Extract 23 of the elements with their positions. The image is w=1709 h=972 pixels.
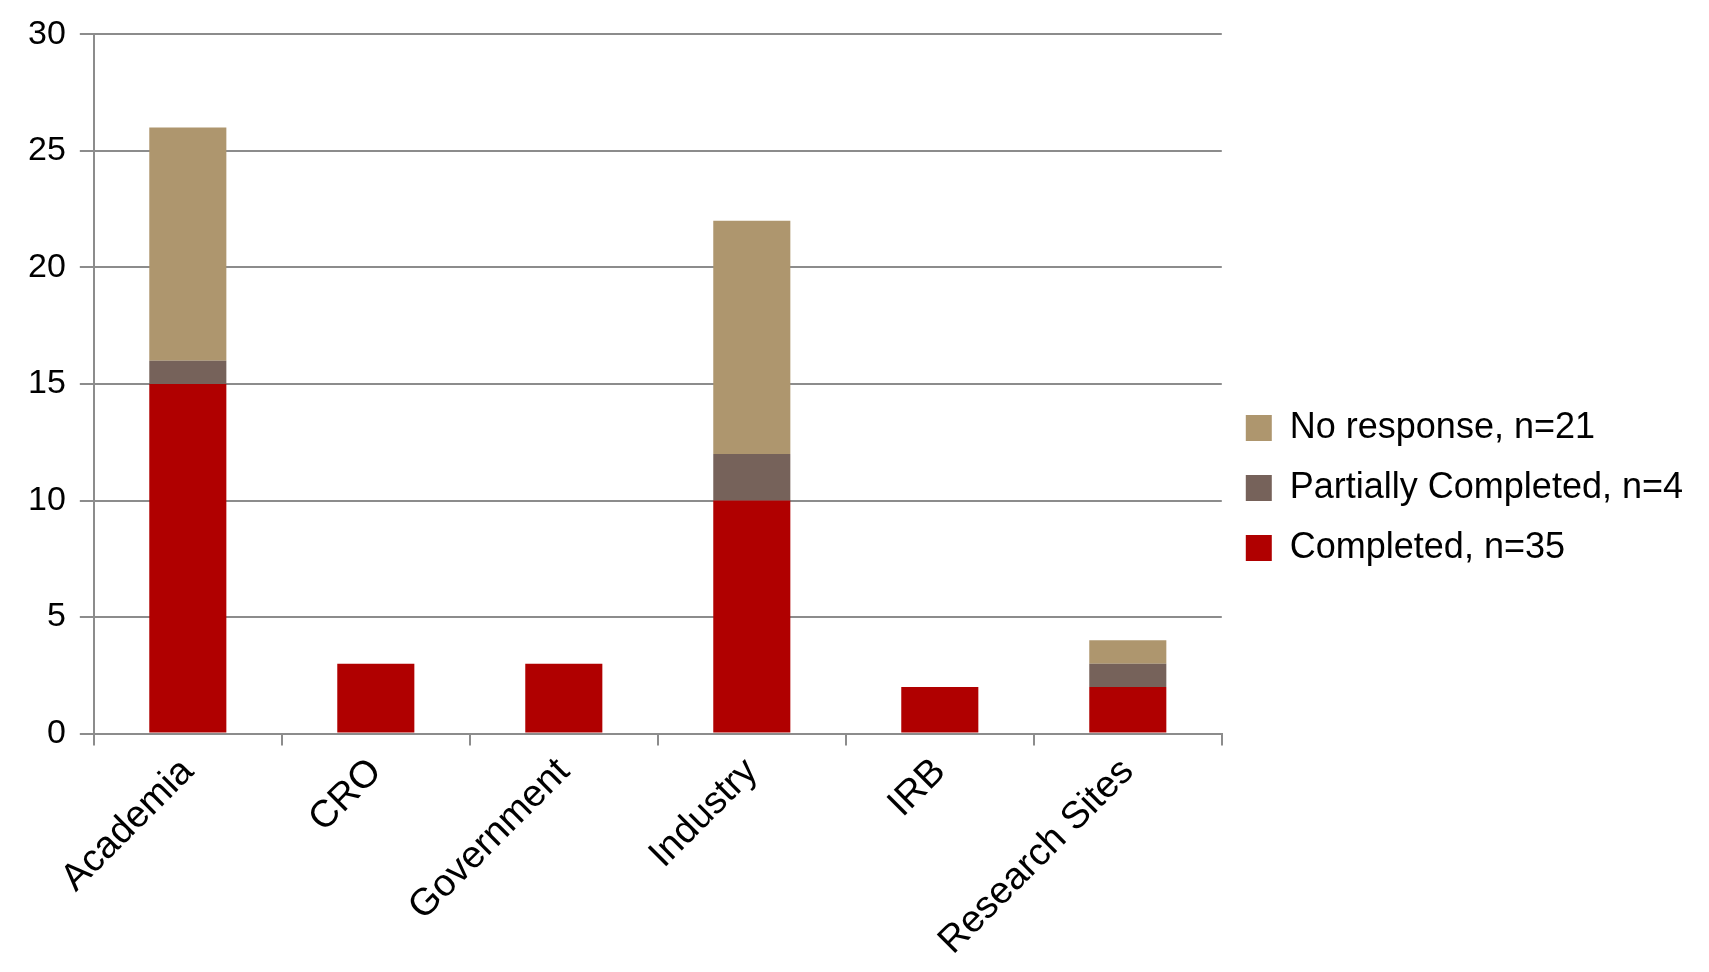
y-tick-label: 15 (27, 362, 66, 401)
y-tick-label: 30 (27, 12, 66, 51)
y-tick-label: 5 (46, 595, 66, 634)
bar (525, 663, 603, 733)
y-tick-label: 10 (27, 478, 66, 517)
bar (337, 663, 415, 733)
bar (713, 220, 791, 454)
bar (149, 383, 227, 733)
bar (149, 127, 227, 361)
bar (149, 360, 227, 384)
bar (1089, 663, 1167, 687)
bar (713, 453, 791, 501)
bar (1089, 640, 1167, 664)
y-tick-label: 25 (27, 129, 66, 168)
bar (901, 686, 979, 733)
bar (1089, 686, 1167, 733)
bar (713, 500, 791, 733)
legend-label: Partially Completed, n=4 (1289, 464, 1684, 506)
y-tick-label: 20 (27, 245, 66, 284)
y-tick-label: 0 (46, 711, 66, 750)
legend-label: No response, n=21 (1289, 404, 1596, 446)
legend-label: Completed, n=35 (1289, 524, 1565, 566)
x-tick-label: IRB (878, 749, 953, 824)
